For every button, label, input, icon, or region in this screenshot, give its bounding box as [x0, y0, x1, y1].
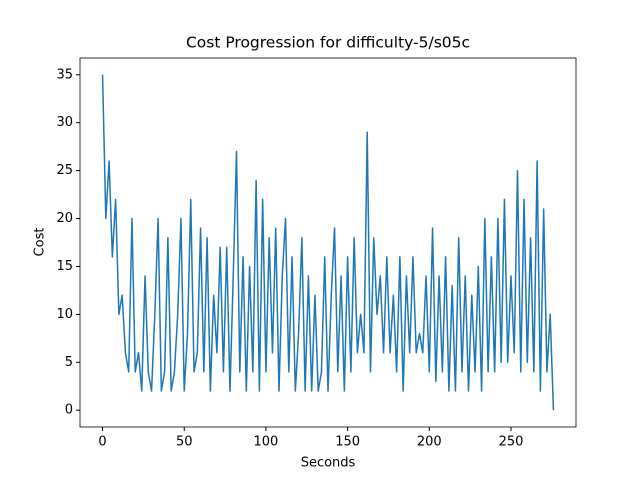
x-tick-label: 50	[176, 435, 193, 450]
x-tick-label: 0	[98, 435, 106, 450]
x-tick-label: 250	[499, 435, 524, 450]
x-tick-label: 100	[254, 435, 279, 450]
x-tick-label: 150	[335, 435, 360, 450]
x-tick-label: 200	[417, 435, 442, 450]
y-axis-label: Cost	[33, 228, 48, 257]
y-tick-label: 25	[56, 163, 73, 178]
y-tick-label: 0	[65, 403, 73, 418]
y-tick-label: 5	[65, 355, 73, 370]
y-tick-label: 35	[56, 67, 73, 82]
data-line	[101, 74, 555, 411]
chart-title: Cost Progression for difficulty-5/s05c	[186, 34, 470, 52]
y-tick-label: 30	[56, 115, 73, 130]
y-tick-label: 10	[56, 307, 73, 322]
y-tick-label: 20	[56, 211, 73, 226]
x-axis-label: Seconds	[301, 456, 356, 471]
plot-frame	[79, 57, 577, 428]
y-tick-label: 15	[56, 259, 73, 274]
